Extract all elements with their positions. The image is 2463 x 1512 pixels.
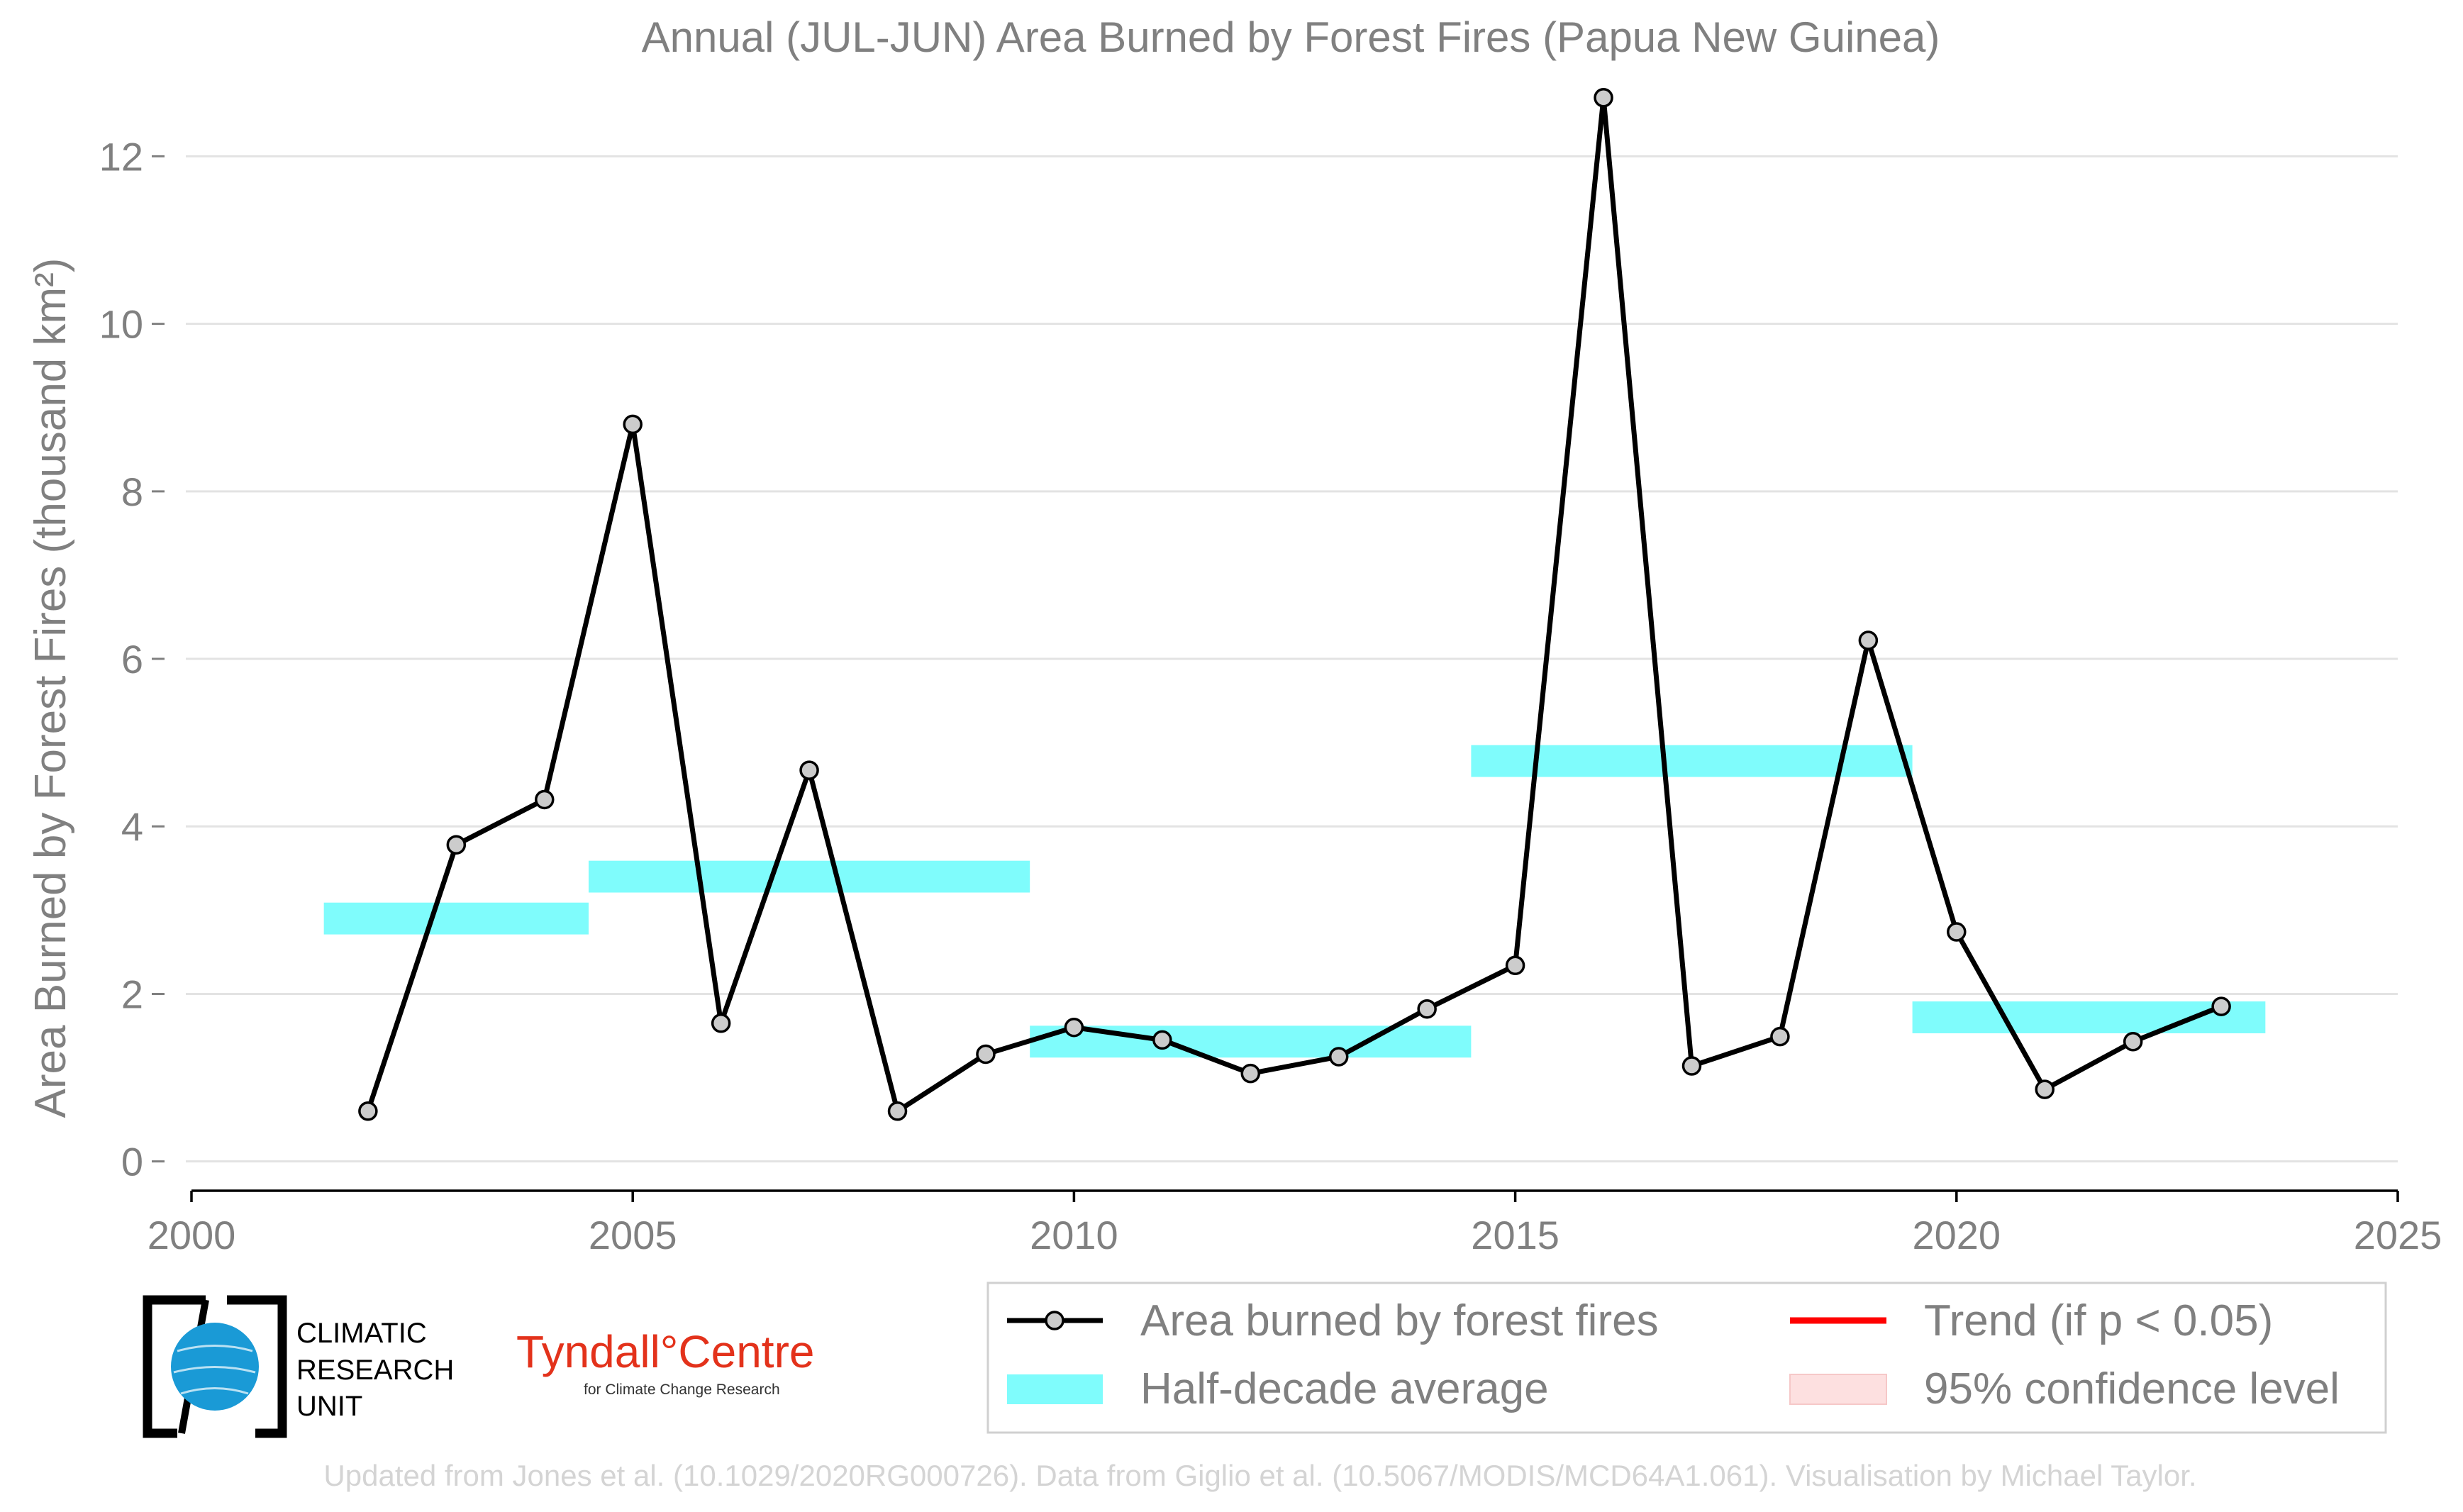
data-point-2016 xyxy=(1594,87,1613,108)
data-point-2021 xyxy=(2035,1079,2055,1099)
cru-logo-line-2: RESEARCH xyxy=(296,1355,454,1386)
y-tick-label-2: 2 xyxy=(121,972,143,1016)
data-point-2018 xyxy=(1770,1026,1790,1047)
legend-swatch-half-decade xyxy=(1007,1374,1103,1404)
cru-logo-line-1: CLIMATIC xyxy=(296,1318,427,1349)
tyndall-logo-name: Tyndall°Centre xyxy=(516,1326,814,1377)
data-point-2004 xyxy=(535,789,555,810)
half-decade-average-bands xyxy=(323,745,2266,1058)
data-point-2015 xyxy=(1505,955,1525,976)
y-tick-label-8: 8 xyxy=(121,469,143,514)
legend: Area burned by forest fires Trend (if p … xyxy=(986,1282,2387,1434)
data-point-2019 xyxy=(1858,630,1879,650)
data-point-2005 xyxy=(623,414,643,435)
x-tick-label-2015: 2015 xyxy=(1471,1213,1559,1257)
data-point-2013 xyxy=(1328,1047,1349,1067)
data-point-2012 xyxy=(1240,1063,1261,1084)
cru-logo: CLIMATIC RESEARCH UNIT xyxy=(143,1295,454,1438)
legend-label-confidence: 95% confidence level xyxy=(1924,1364,2340,1413)
data-point-2010 xyxy=(1064,1017,1084,1038)
data-point-2011 xyxy=(1152,1030,1172,1050)
x-tick-label-2025: 2025 xyxy=(2354,1213,2442,1257)
grid-lines xyxy=(186,155,2398,1163)
legend-label-trend: Trend (if p < 0.05) xyxy=(1924,1296,2273,1345)
data-point-2017 xyxy=(1681,1056,1702,1076)
series-area-burned xyxy=(358,87,2231,1121)
legend-label-half-decade: Half-decade average xyxy=(1140,1364,1549,1413)
data-point-2009 xyxy=(976,1044,996,1064)
x-tick-label-2010: 2010 xyxy=(1030,1213,1118,1257)
data-point-2007 xyxy=(799,760,819,780)
data-point-2020 xyxy=(1947,922,1967,942)
legend-swatch-area-burned-marker xyxy=(1045,1311,1064,1330)
half-decade-band-1 xyxy=(323,902,589,935)
y-tick-label-0: 0 xyxy=(121,1140,143,1184)
legend-box xyxy=(986,1282,2387,1434)
y-tick-label-6: 6 xyxy=(121,637,143,682)
half-decade-band-5 xyxy=(1912,1001,2266,1033)
y-axis-label: Area Burned by Forest Fires (thousand km… xyxy=(26,258,75,1118)
x-tick-label-2005: 2005 xyxy=(589,1213,677,1257)
series-line xyxy=(365,97,2223,1116)
y-tick-label-12: 12 xyxy=(99,134,143,179)
cru-logo-frame-left xyxy=(143,1295,206,1438)
data-point-2003 xyxy=(446,835,467,855)
chart-title: Annual (JUL-JUN) Area Burned by Forest F… xyxy=(642,13,1940,61)
axes: 0 2 4 6 8 10 12 2000 2005 2010 2015 2020 2025 xyxy=(99,134,2442,1257)
data-point-2023 xyxy=(2211,996,2231,1016)
legend-swatch-confidence xyxy=(1789,1374,1887,1405)
x-tick-label-2020: 2020 xyxy=(1913,1213,2001,1257)
data-point-2008 xyxy=(887,1101,908,1121)
cru-logo-frame-right xyxy=(227,1295,287,1438)
data-point-2002 xyxy=(358,1101,378,1121)
data-point-2014 xyxy=(1417,999,1437,1019)
footer-credit: Updated from Jones et al. (10.1029/2020R… xyxy=(323,1459,2196,1492)
x-tick-label-2000: 2000 xyxy=(148,1213,236,1257)
cru-logo-line-3: UNIT xyxy=(296,1391,362,1422)
tyndall-logo-subtitle: for Climate Change Research xyxy=(584,1382,780,1398)
data-point-2022 xyxy=(2123,1032,2143,1052)
y-tick-label-10: 10 xyxy=(99,302,143,347)
tyndall-logo: Tyndall°Centre for Climate Change Resear… xyxy=(516,1326,814,1398)
y-tick-label-4: 4 xyxy=(121,804,143,849)
globe-icon-meridians xyxy=(173,1345,256,1395)
legend-label-area-burned: Area burned by forest fires xyxy=(1140,1296,1659,1345)
half-decade-band-2 xyxy=(588,860,1030,893)
data-point-2006 xyxy=(711,1013,731,1033)
